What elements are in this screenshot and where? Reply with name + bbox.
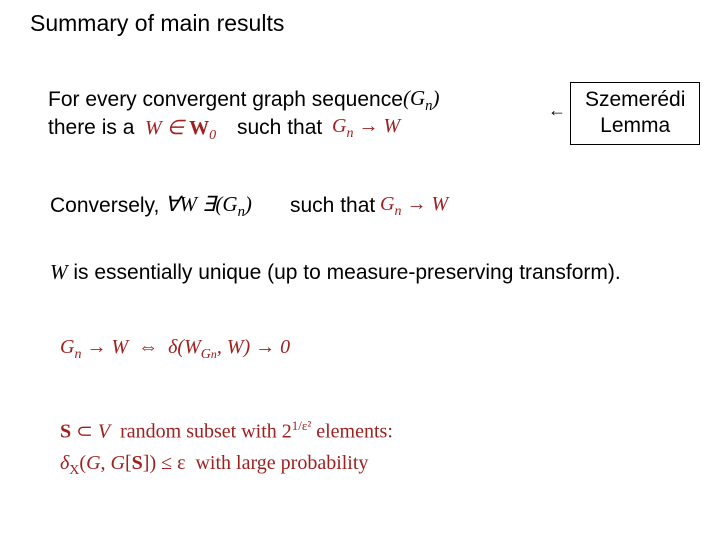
math-gn-to-w-2: Gn → W	[380, 193, 448, 220]
szemeredi-callout: Szemerédi Lemma	[570, 82, 700, 145]
result-1-such-that: such that	[237, 114, 322, 142]
math-gn-g: G	[410, 86, 425, 110]
result-3-uniqueness: W is essentially unique (up to measure-p…	[50, 258, 621, 287]
red-math-exponent: 1/ε²	[292, 418, 311, 433]
math-w-italic: W	[50, 260, 68, 284]
math-w0-sub: 0	[209, 128, 216, 143]
red-math-subset: S ⊂ V random subset with 21/ε² elements:	[60, 418, 393, 444]
arrow-left-icon: ←	[548, 100, 566, 121]
result-1-line1a: For every convergent graph sequence	[48, 86, 403, 114]
math-forall-w-exists-gn: ∀W ∃(Gn)	[165, 190, 252, 223]
callout-line-1: Szemerédi	[585, 87, 685, 113]
math-forall-close: )	[245, 192, 252, 216]
math-gn-sub: n	[425, 98, 432, 114]
result-2-conversely: Conversely,	[50, 192, 159, 220]
math-gn-open: (Gn)	[403, 84, 440, 117]
callout-line-2: Lemma	[585, 113, 685, 139]
red-math-probability: δX(G, G[S]) ≤ ε with large probability	[60, 452, 368, 479]
red-math-equiv: Gn → W ⇔ δ(WGn, W) → 0	[60, 336, 290, 363]
math-gn-paren: (	[403, 86, 410, 110]
result-2-such-that: such that	[290, 192, 375, 220]
math-gn-sub-2: n	[238, 204, 245, 220]
slide-title: Summary of main results	[30, 10, 284, 37]
result-3-text: is essentially unique (up to measure-pre…	[68, 261, 621, 284]
math-w-in-w0: W ∈ W0	[145, 115, 216, 144]
math-gn-close: )	[433, 86, 440, 110]
math-gn-to-w: Gn → W	[332, 115, 400, 142]
result-1-line1b: there is a	[48, 114, 134, 142]
